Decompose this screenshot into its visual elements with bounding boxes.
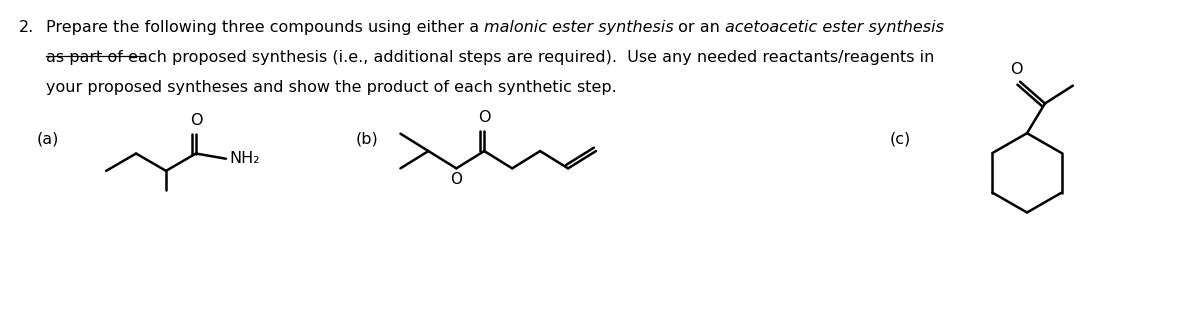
- Text: as part of: as part of: [47, 50, 124, 65]
- Text: O: O: [1009, 62, 1022, 77]
- Text: your proposed syntheses and show the product of each synthetic step.: your proposed syntheses and show the pro…: [47, 80, 617, 95]
- Text: malonic ester synthesis: malonic ester synthesis: [484, 20, 673, 35]
- Text: (a): (a): [36, 132, 59, 147]
- Text: (b): (b): [355, 132, 378, 147]
- Text: Prepare the following three compounds using either a: Prepare the following three compounds us…: [47, 20, 485, 35]
- Text: (c): (c): [889, 132, 911, 147]
- Text: O: O: [450, 172, 462, 187]
- Text: acetoacetic ester synthesis: acetoacetic ester synthesis: [725, 20, 943, 35]
- Text: each proposed synthesis (i.e., additional steps are required).  Use any needed r: each proposed synthesis (i.e., additiona…: [122, 50, 935, 65]
- Text: or an: or an: [673, 20, 725, 35]
- Text: NH₂: NH₂: [230, 151, 260, 166]
- Text: 2.: 2.: [19, 20, 35, 35]
- Text: O: O: [190, 113, 202, 128]
- Text: O: O: [478, 110, 491, 125]
